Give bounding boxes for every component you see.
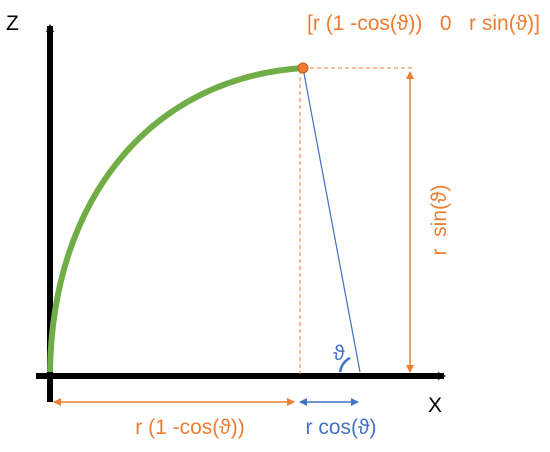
x-label: X <box>428 394 442 417</box>
point <box>297 62 309 74</box>
angle-arc <box>338 356 351 373</box>
arc <box>47 65 304 373</box>
point-label: [r (1 -cos(ϑ)) 0 r sin(ϑ)] <box>307 12 540 35</box>
z-label: Z <box>6 12 19 35</box>
angle-label: ϑ <box>333 342 345 365</box>
radius-line <box>302 67 361 373</box>
height-label: r sin(ϑ) <box>428 185 451 256</box>
cos-label: r cos(ϑ) <box>306 416 377 439</box>
offset-label: r (1 -cos(ϑ)) <box>135 416 244 439</box>
